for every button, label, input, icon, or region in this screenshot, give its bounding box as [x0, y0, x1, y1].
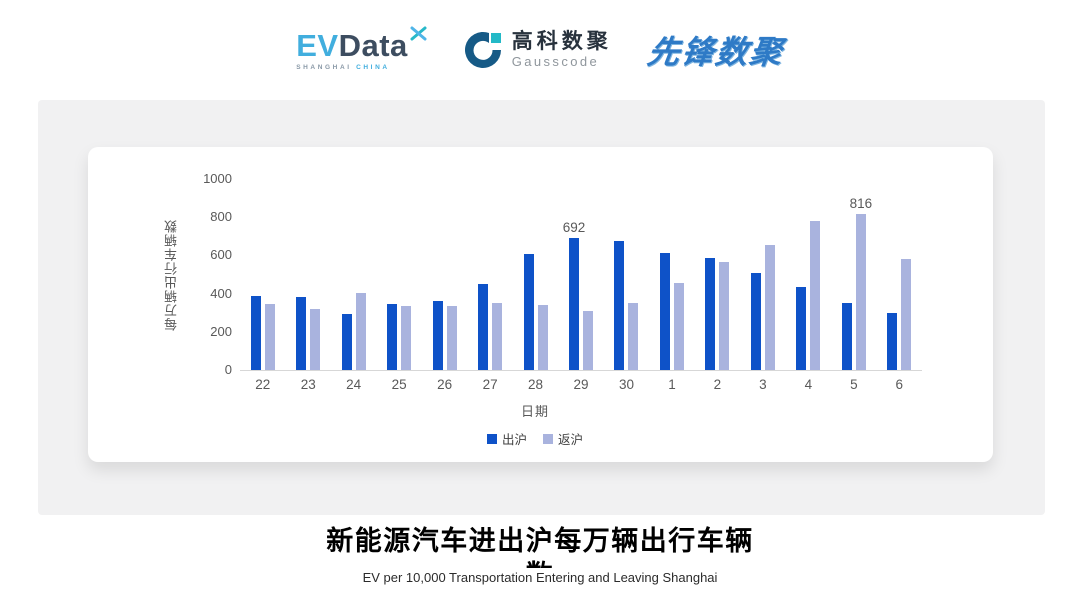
bar-group: [604, 179, 649, 370]
x-tick-label: 30: [618, 377, 634, 392]
bar-group: [740, 179, 785, 370]
x-tick-label: 22: [255, 377, 271, 392]
y-tick-label: 600: [210, 247, 232, 263]
brand-bar: EV Data SHANGHAI CHINA 高科数聚 Gausscode 先锋数…: [0, 18, 1080, 82]
x-tick-label: 27: [482, 377, 498, 392]
page-title: 新能源汽车进出沪每万辆出行车辆数: [326, 526, 754, 568]
bar-group: [513, 179, 558, 370]
bar-group: [695, 179, 740, 370]
bar-返沪: [264, 304, 275, 370]
bar-出沪: [659, 253, 670, 370]
gausscode-cn-text: 高科数聚: [511, 30, 612, 54]
bar-返沪: 816: [850, 196, 872, 370]
bar-出沪: [432, 301, 443, 370]
bar-group: 692: [558, 179, 603, 370]
gausscode-g-icon: [464, 31, 501, 68]
bar-group: [422, 179, 467, 370]
bar-出沪: [841, 302, 852, 370]
x-tick-label: 3: [759, 377, 767, 392]
x-tick-label: 1: [668, 377, 676, 392]
bar-group: [285, 179, 330, 370]
legend-item: 返沪: [543, 429, 583, 448]
legend-swatch: [486, 433, 497, 444]
gausscode-logo: 高科数聚 Gausscode: [463, 30, 612, 70]
data-label: 692: [562, 219, 586, 235]
bar-出沪: [796, 286, 807, 370]
bar-group: [240, 179, 285, 370]
evdata-shanghai-text: SHANGHAI: [296, 63, 352, 71]
bar-group: 816: [831, 179, 876, 370]
legend: 出沪 返沪: [148, 429, 922, 448]
evdata-subtext: SHANGHAI CHINA: [296, 64, 389, 71]
y-tick-label: 200: [210, 323, 232, 339]
footer-title-wrap: 新能源汽车进出沪每万辆出行车辆数: [0, 524, 1080, 568]
gausscode-en-text: Gausscode: [511, 54, 600, 70]
bar-返沪: [355, 293, 366, 370]
evdata-x-icon: [410, 26, 427, 40]
bar-group: [467, 179, 512, 370]
evdata-logo: EV Data SHANGHAI CHINA: [296, 26, 427, 71]
x-tick-label: 26: [437, 377, 453, 392]
x-tick-label: 25: [391, 377, 407, 392]
bar-返沪: [673, 283, 684, 370]
bar-出沪: [614, 240, 625, 370]
x-tick-label: 23: [300, 377, 316, 392]
x-tick-label: 4: [804, 377, 813, 392]
bar-返沪: [537, 305, 548, 370]
evdata-china-text: CHINA: [356, 63, 390, 71]
bar-返沪: [401, 305, 412, 370]
data-label: 816: [849, 196, 873, 212]
y-tick-label: 400: [210, 285, 232, 301]
bar-group: [649, 179, 694, 370]
bar-group: [786, 179, 831, 370]
bar-出沪: [523, 253, 534, 370]
gausscode-wordmark: 高科数聚 Gausscode: [512, 31, 612, 69]
legend-label: 出沪: [501, 433, 527, 447]
bar-group: [331, 179, 376, 370]
y-axis-title: 每万辆出行车辆数: [164, 219, 179, 331]
legend-item: 出沪: [486, 429, 527, 448]
x-tick-label: 2: [713, 377, 722, 392]
bar-出沪: [887, 313, 898, 370]
legend-label: 返沪: [558, 433, 584, 447]
evdata-ev-text: EV: [296, 27, 339, 63]
x-tick-label: 5: [850, 377, 858, 392]
chart-card: 每万辆出行车辆数 0 200 400 600 800 1000 692 816 22 23 24…: [38, 100, 1045, 515]
y-tick-label: 800: [210, 209, 232, 225]
bar-返沪: [492, 303, 503, 370]
x-axis-title: 日期: [520, 404, 549, 419]
bar-返沪: [810, 221, 821, 370]
bar-返沪: [583, 310, 594, 370]
bar-出沪: 692: [563, 220, 585, 370]
evdata-wordmark: EV Data: [296, 26, 427, 63]
bar-返沪: [901, 258, 912, 370]
bar-出沪: [387, 304, 398, 370]
chart-panel: 每万辆出行车辆数 0 200 400 600 800 1000 692 816 22 23 24…: [88, 147, 993, 462]
x-tick-label: 6: [895, 377, 904, 392]
bar-返沪: [446, 306, 457, 370]
xianfeng-logo: 先锋数聚: [644, 34, 787, 70]
x-tick-label: 24: [346, 377, 362, 392]
bar-出沪: [705, 257, 716, 370]
x-tick-label: 28: [528, 377, 544, 392]
bar-出沪: [750, 272, 761, 370]
bar-返沪: [719, 261, 730, 370]
y-tick-label: 0: [224, 362, 232, 377]
bar-出沪: [296, 296, 307, 370]
evdata-data-text: Data: [338, 27, 408, 63]
y-tick-label: 1000: [203, 171, 232, 186]
bar-返沪: [628, 302, 639, 370]
bar-出沪: [250, 295, 261, 370]
bar-出沪: [478, 284, 489, 370]
legend-swatch: [543, 433, 553, 444]
bar-group: [877, 179, 922, 370]
bar-返沪: [764, 244, 775, 370]
x-tick-label: 29: [573, 377, 589, 392]
bar-返沪: [310, 308, 321, 370]
bar-出沪: [341, 314, 352, 370]
plot-area: 692 816: [240, 179, 922, 371]
x-axis-labels: 22 23 24 25 26 27 28 29 30 1 2 3 4 5 6: [240, 377, 922, 392]
bar-group: [376, 179, 421, 370]
page-subtitle: EV per 10,000 Transportation Entering an…: [362, 570, 718, 585]
